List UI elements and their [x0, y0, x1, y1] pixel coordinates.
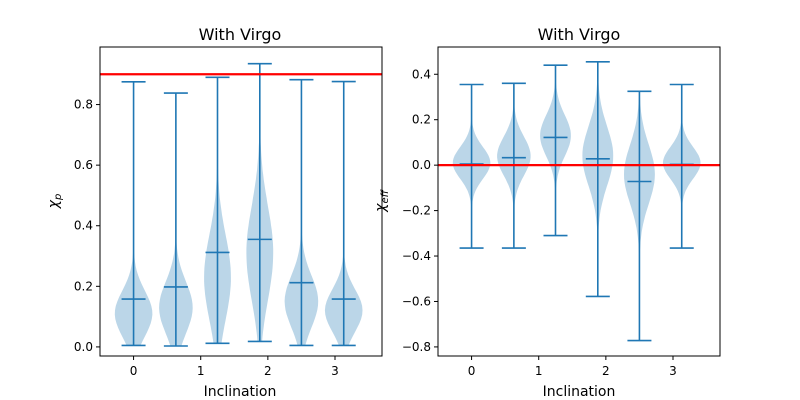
chi-eff-xtick-label-1: 1 — [535, 364, 543, 378]
chi-eff-xlabel: Inclination — [543, 384, 616, 400]
chi-eff-xtick-label-0: 0 — [468, 364, 476, 378]
chi-p-ytick-label-4: 0.8 — [74, 98, 93, 112]
chi-p-xtick-label-3: 3 — [331, 364, 339, 378]
chi-eff-ytick-label-0: −0.8 — [402, 340, 431, 354]
chi-p-ylabel: χp — [46, 194, 64, 210]
chi-eff-ytick-label-1: −0.6 — [402, 294, 431, 308]
chi-eff-panel: With Virgo Inclination χeff 0 1 2 3 −0.8 −0.6… — [373, 25, 721, 400]
chi-p-title: With Virgo — [199, 25, 282, 44]
chi-eff-ytick-label-2: −0.4 — [402, 249, 431, 263]
chi-eff-ytick-label-4: 0.0 — [412, 158, 431, 172]
chi-p-ytick-label-3: 0.6 — [74, 158, 93, 172]
chi-p-xtick-label-1: 1 — [197, 364, 205, 378]
chi-eff-ytick-label-5: 0.2 — [412, 113, 431, 127]
chi-eff-title: With Virgo — [538, 25, 621, 44]
chi-p-ytick-label-0: 0.0 — [74, 340, 93, 354]
chi-p-ytick-label-1: 0.2 — [74, 279, 93, 293]
chi-eff-ytick-label-3: −0.2 — [402, 204, 431, 218]
chi-p-xtick-label-2: 2 — [264, 364, 272, 378]
chi-p-plot-area — [100, 62, 382, 347]
chi-eff-xtick-label-2: 2 — [602, 364, 610, 378]
chi-eff-ylabel: χeff — [373, 188, 391, 212]
chi-eff-axes-frame — [437, 46, 721, 357]
chi-p-xtick-label-0: 0 — [130, 364, 138, 378]
chi-eff-plot-area — [438, 60, 720, 342]
chi-p-xlabel: Inclination — [204, 384, 277, 400]
chi-eff-ytick-label-6: 0.4 — [412, 67, 431, 81]
chi-p-ytick-label-2: 0.4 — [74, 219, 93, 233]
chi-p-axes-frame — [99, 46, 383, 357]
chi-p-panel: With Virgo Inclination χp 0 1 2 3 0.0 0.2 0.4 0… — [46, 25, 383, 400]
chi-eff-xtick-label-3: 3 — [669, 364, 677, 378]
